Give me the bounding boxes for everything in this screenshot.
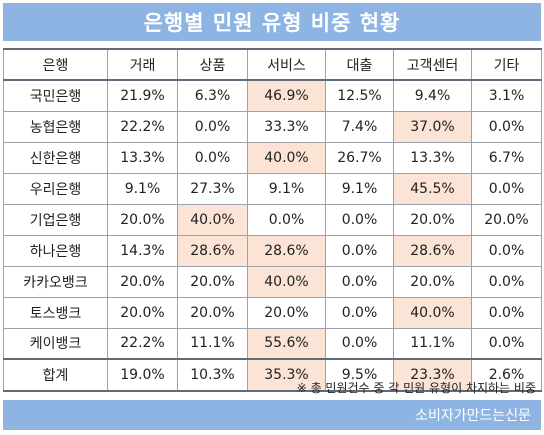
value-cell: 11.1% xyxy=(393,327,472,360)
table-row: 토스뱅크 20.0% 20.0% 20.0% 0.0% 40.0% 0.0% xyxy=(3,296,542,329)
table-header-row: 은행 거래 상품 서비스 대출 고객센터 기타 xyxy=(3,48,542,81)
column-header-other: 기타 xyxy=(471,48,542,81)
value-cell: 0.0% xyxy=(471,172,542,205)
value-cell: 22.2% xyxy=(107,327,178,360)
bank-name-cell: 기업은행 xyxy=(3,203,108,236)
value-cell: 46.9% xyxy=(247,79,326,112)
value-cell: 35.3% xyxy=(247,358,326,392)
value-cell: 7.4% xyxy=(325,110,394,143)
value-cell: 28.6% xyxy=(177,234,248,267)
table-row: 하나은행 14.3% 28.6% 28.6% 0.0% 28.6% 0.0% xyxy=(3,234,542,267)
value-cell: 20.0% xyxy=(247,296,326,329)
value-cell: 20.0% xyxy=(177,265,248,298)
value-cell: 0.0% xyxy=(471,110,542,143)
column-header-bank: 은행 xyxy=(3,48,108,81)
value-cell: 40.0% xyxy=(177,203,248,236)
bank-name-cell: 카카오뱅크 xyxy=(3,265,108,298)
value-cell: 23.3% xyxy=(393,358,472,392)
value-cell: 0.0% xyxy=(325,265,394,298)
value-cell: 0.0% xyxy=(471,234,542,267)
value-cell: 13.3% xyxy=(107,141,178,174)
footnote: ※ 총 민원건수 중 각 민원 유형이 차지하는 비중 xyxy=(296,381,536,395)
total-row: 합계 19.0% 10.3% 35.3% 9.5% 23.3% 2.6% xyxy=(3,358,542,392)
value-cell: 55.6% xyxy=(247,327,326,360)
value-cell: 45.5% xyxy=(393,172,472,205)
column-header-loan: 대출 xyxy=(325,48,394,81)
value-cell: 21.9% xyxy=(107,79,178,112)
value-cell: 6.7% xyxy=(471,141,542,174)
value-cell: 0.0% xyxy=(325,296,394,329)
bank-name-cell: 케이뱅크 xyxy=(3,327,108,360)
value-cell: 28.6% xyxy=(393,234,472,267)
value-cell: 27.3% xyxy=(177,172,248,205)
bank-name-cell: 신한은행 xyxy=(3,141,108,174)
value-cell: 22.2% xyxy=(107,110,178,143)
source-label: 소비자가만드는신문 xyxy=(415,408,531,424)
table-row: 케이뱅크 22.2% 11.1% 55.6% 0.0% 11.1% 0.0% xyxy=(3,327,542,360)
source-credit: 소비자가만드는신문 xyxy=(3,400,541,430)
value-cell: 3.1% xyxy=(471,79,542,112)
value-cell: 9.1% xyxy=(247,172,326,205)
table-row: 기업은행 20.0% 40.0% 0.0% 0.0% 20.0% 20.0% xyxy=(3,203,542,236)
value-cell: 40.0% xyxy=(247,265,326,298)
table-row: 국민은행 21.9% 6.3% 46.9% 12.5% 9.4% 3.1% xyxy=(3,79,542,112)
value-cell: 0.0% xyxy=(247,203,326,236)
value-cell: 20.0% xyxy=(393,203,472,236)
value-cell: 0.0% xyxy=(325,327,394,360)
column-header-service: 서비스 xyxy=(247,48,326,81)
value-cell: 0.0% xyxy=(325,234,394,267)
value-cell: 9.1% xyxy=(325,172,394,205)
column-header-transaction: 거래 xyxy=(107,48,178,81)
value-cell: 40.0% xyxy=(247,141,326,174)
value-cell: 20.0% xyxy=(107,265,178,298)
value-cell: 10.3% xyxy=(177,358,248,392)
bank-name-cell: 농협은행 xyxy=(3,110,108,143)
value-cell: 20.0% xyxy=(177,296,248,329)
column-header-customer-center: 고객센터 xyxy=(393,48,472,81)
value-cell: 20.0% xyxy=(107,296,178,329)
page-title: 은행별 민원 유형 비중 현황 xyxy=(3,3,541,41)
value-cell: 28.6% xyxy=(247,234,326,267)
table-row: 카카오뱅크 20.0% 20.0% 40.0% 0.0% 20.0% 0.0% xyxy=(3,265,542,298)
value-cell: 11.1% xyxy=(177,327,248,360)
value-cell: 0.0% xyxy=(325,203,394,236)
value-cell: 37.0% xyxy=(393,110,472,143)
value-cell: 40.0% xyxy=(393,296,472,329)
table-row: 농협은행 22.2% 0.0% 33.3% 7.4% 37.0% 0.0% xyxy=(3,110,542,143)
value-cell: 0.0% xyxy=(471,327,542,360)
value-cell: 0.0% xyxy=(177,110,248,143)
column-header-product: 상품 xyxy=(177,48,248,81)
value-cell: 6.3% xyxy=(177,79,248,112)
value-cell: 0.0% xyxy=(177,141,248,174)
value-cell: 9.5% xyxy=(325,358,394,392)
table-row: 우리은행 9.1% 27.3% 9.1% 9.1% 45.5% 0.0% xyxy=(3,172,542,205)
bank-name-cell: 하나은행 xyxy=(3,234,108,267)
value-cell: 2.6% xyxy=(471,358,542,392)
value-cell: 20.0% xyxy=(471,203,542,236)
complaint-ratio-table: 은행 거래 상품 서비스 대출 고객센터 기타 국민은행 21.9% 6.3% 46.… xyxy=(3,48,542,392)
total-label: 합계 xyxy=(3,358,108,392)
value-cell: 13.3% xyxy=(393,141,472,174)
bank-name-cell: 우리은행 xyxy=(3,172,108,205)
value-cell: 0.0% xyxy=(471,296,542,329)
value-cell: 20.0% xyxy=(107,203,178,236)
value-cell: 33.3% xyxy=(247,110,326,143)
bank-name-cell: 국민은행 xyxy=(3,79,108,112)
bank-name-cell: 토스뱅크 xyxy=(3,296,108,329)
value-cell: 14.3% xyxy=(107,234,178,267)
value-cell: 0.0% xyxy=(471,265,542,298)
value-cell: 26.7% xyxy=(325,141,394,174)
value-cell: 20.0% xyxy=(393,265,472,298)
value-cell: 9.1% xyxy=(107,172,178,205)
value-cell: 9.4% xyxy=(393,79,472,112)
table-row: 신한은행 13.3% 0.0% 40.0% 26.7% 13.3% 6.7% xyxy=(3,141,542,174)
value-cell: 12.5% xyxy=(325,79,394,112)
value-cell: 19.0% xyxy=(107,358,178,392)
